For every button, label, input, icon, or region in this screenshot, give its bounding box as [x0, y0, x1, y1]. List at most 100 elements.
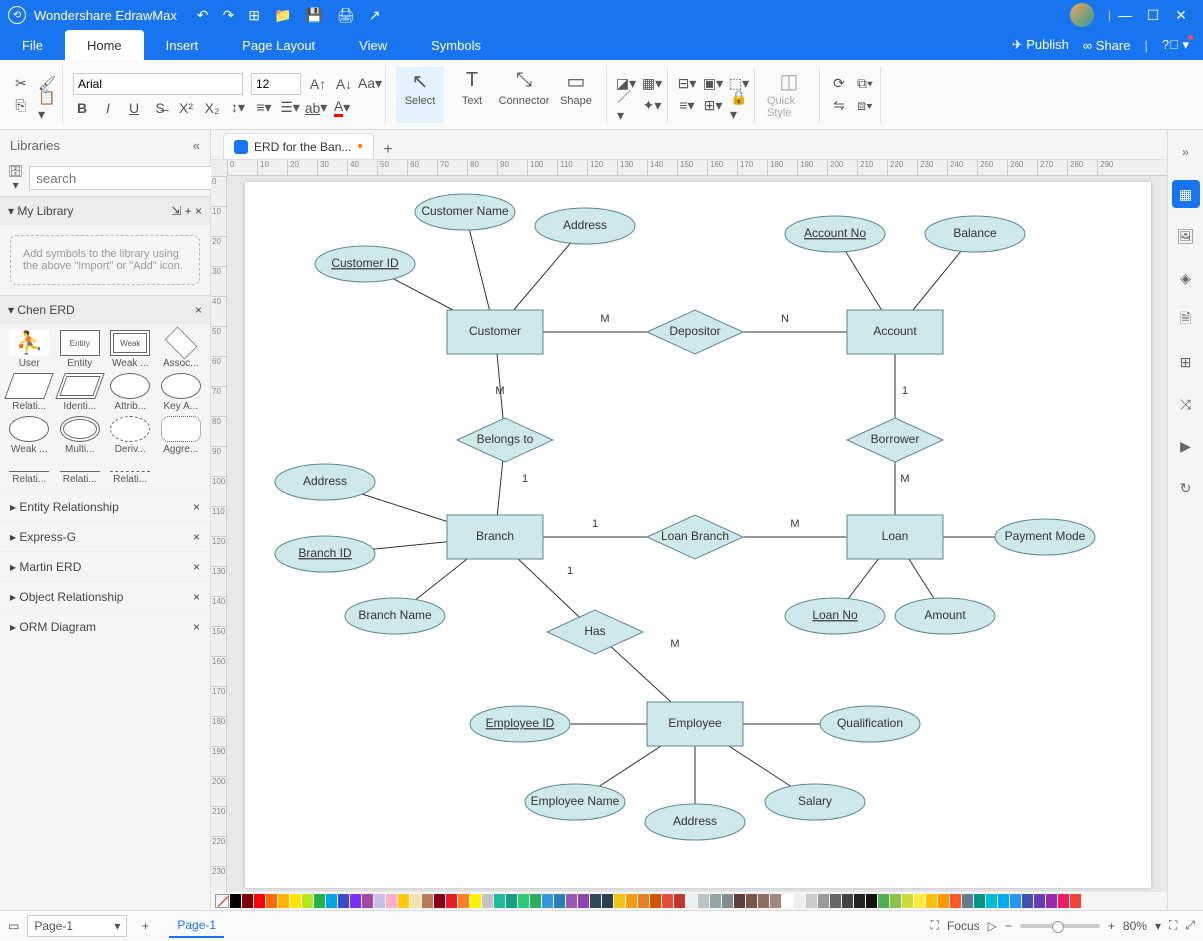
color-swatch[interactable]	[386, 894, 397, 908]
color-swatch[interactable]	[962, 894, 973, 908]
color-swatch[interactable]	[1034, 894, 1045, 908]
shape-attr[interactable]: Attrib...	[107, 373, 154, 412]
color-swatch[interactable]	[926, 894, 937, 908]
color-swatch[interactable]	[770, 894, 781, 908]
publish-button[interactable]: ✈ Publish	[1012, 37, 1069, 53]
add-icon[interactable]: +	[185, 204, 192, 218]
tab-page-layout[interactable]: Page Layout	[220, 30, 337, 60]
crop-icon[interactable]: ⧉▾	[856, 75, 874, 93]
color-swatch[interactable]	[686, 894, 697, 908]
spacing-icon[interactable]: ↕▾	[229, 99, 247, 117]
shape-user[interactable]: ⛹User	[6, 330, 53, 369]
font-size-select[interactable]	[251, 73, 301, 95]
color-swatch[interactable]	[422, 894, 433, 908]
color-swatch[interactable]	[350, 894, 361, 908]
color-swatch[interactable]	[878, 894, 889, 908]
color-swatch[interactable]	[326, 894, 337, 908]
color-swatch[interactable]	[674, 894, 685, 908]
color-swatch[interactable]	[518, 894, 529, 908]
color-swatch[interactable]	[362, 894, 373, 908]
color-swatch[interactable]	[254, 894, 265, 908]
minimize-button[interactable]: —	[1111, 7, 1139, 23]
help-icon[interactable]: ?⃝ ▾	[1162, 37, 1189, 53]
fontcolor-icon[interactable]: A▾	[333, 99, 351, 117]
color-swatch[interactable]	[374, 894, 385, 908]
play-icon[interactable]: ▷	[988, 919, 997, 933]
shape-assoc[interactable]: Assoc...	[158, 330, 205, 369]
color-swatch[interactable]	[434, 894, 445, 908]
tab-symbols[interactable]: Symbols	[409, 30, 503, 60]
color-swatch[interactable]	[578, 894, 589, 908]
color-swatch[interactable]	[542, 894, 553, 908]
bold-icon[interactable]: B	[73, 99, 91, 117]
effects-icon[interactable]: ✦▾	[643, 97, 661, 115]
color-swatch[interactable]	[914, 894, 925, 908]
color-swatch[interactable]	[794, 894, 805, 908]
share-button[interactable]: ∞ Share	[1083, 38, 1131, 53]
color-swatch[interactable]	[242, 894, 253, 908]
color-swatch[interactable]	[998, 894, 1009, 908]
search-input[interactable]	[29, 166, 220, 190]
tab-view[interactable]: View	[337, 30, 409, 60]
rb-random-icon[interactable]: ⤨	[1172, 390, 1200, 418]
rotate-icon[interactable]: ⟳	[830, 75, 848, 93]
rb-present-icon[interactable]: ▶	[1172, 432, 1200, 460]
copy-icon[interactable]: ⎘	[12, 97, 30, 115]
color-swatch[interactable]	[662, 894, 673, 908]
color-swatch[interactable]	[494, 894, 505, 908]
color-swatch[interactable]	[398, 894, 409, 908]
bullets-icon[interactable]: ☰▾	[281, 99, 299, 117]
color-swatch[interactable]	[650, 894, 661, 908]
color-swatch[interactable]	[554, 894, 565, 908]
distribute-icon[interactable]: ⊞▾	[704, 97, 722, 115]
color-swatch[interactable]	[302, 894, 313, 908]
collapse-panel-icon[interactable]: «	[193, 138, 200, 153]
color-swatch[interactable]	[698, 894, 709, 908]
print-icon[interactable]: 🖨	[337, 7, 355, 24]
no-color-swatch[interactable]	[215, 894, 229, 908]
rb-layers-icon[interactable]: ◈	[1172, 264, 1200, 292]
add-page-button[interactable]: +	[135, 919, 155, 933]
color-swatch[interactable]	[950, 894, 961, 908]
color-swatch[interactable]	[338, 894, 349, 908]
zoom-out-icon[interactable]: −	[1005, 919, 1012, 933]
italic-icon[interactable]: I	[99, 99, 117, 117]
color-swatch[interactable]	[1058, 894, 1069, 908]
color-swatch[interactable]	[1046, 894, 1057, 908]
canvas[interactable]: Customer IDCustomer NameAddressAccount N…	[227, 176, 1167, 892]
shape-weak2[interactable]: Weak ...	[6, 416, 53, 455]
color-swatch[interactable]	[866, 894, 877, 908]
color-swatch[interactable]	[746, 894, 757, 908]
arrange-icon[interactable]: ⧈▾	[856, 97, 874, 115]
shape-aggr[interactable]: Aggre...	[158, 416, 205, 455]
highlight-icon[interactable]: ab▾	[307, 99, 325, 117]
group-icon[interactable]: ▣▾	[704, 75, 722, 93]
strike-icon[interactable]: S̶	[151, 99, 169, 117]
shape-deriv[interactable]: Deriv...	[107, 416, 154, 455]
page-select[interactable]: Page-1▾	[27, 915, 127, 937]
color-swatch[interactable]	[566, 894, 577, 908]
color-swatch[interactable]	[806, 894, 817, 908]
shrink-font-icon[interactable]: A↓	[335, 75, 353, 93]
fullscreen-icon[interactable]: ⤢	[1185, 918, 1195, 933]
color-swatch[interactable]	[278, 894, 289, 908]
color-swatch[interactable]	[974, 894, 985, 908]
page-tab[interactable]: Page-1	[169, 914, 224, 938]
color-swatch[interactable]	[1022, 894, 1033, 908]
shape-rel[interactable]: Relati...	[6, 373, 53, 412]
shape-entity[interactable]: EntityEntity	[57, 330, 104, 369]
line-icon[interactable]: ／▾	[617, 97, 635, 115]
zoom-in-icon[interactable]: +	[1108, 919, 1115, 933]
lib-martin-erd[interactable]: ▸ Martin ERD×	[0, 551, 210, 581]
color-swatch[interactable]	[590, 894, 601, 908]
color-swatch[interactable]	[290, 894, 301, 908]
user-avatar[interactable]	[1070, 3, 1094, 27]
zoom-slider[interactable]	[1020, 924, 1100, 928]
color-swatch[interactable]	[710, 894, 721, 908]
superscript-icon[interactable]: X²	[177, 99, 195, 117]
lib-orm[interactable]: ▸ ORM Diagram×	[0, 611, 210, 641]
color-swatch[interactable]	[410, 894, 421, 908]
subscript-icon[interactable]: X₂	[203, 99, 221, 117]
tab-home[interactable]: Home	[65, 30, 144, 60]
rightbar-collapse-icon[interactable]: »	[1172, 138, 1200, 166]
